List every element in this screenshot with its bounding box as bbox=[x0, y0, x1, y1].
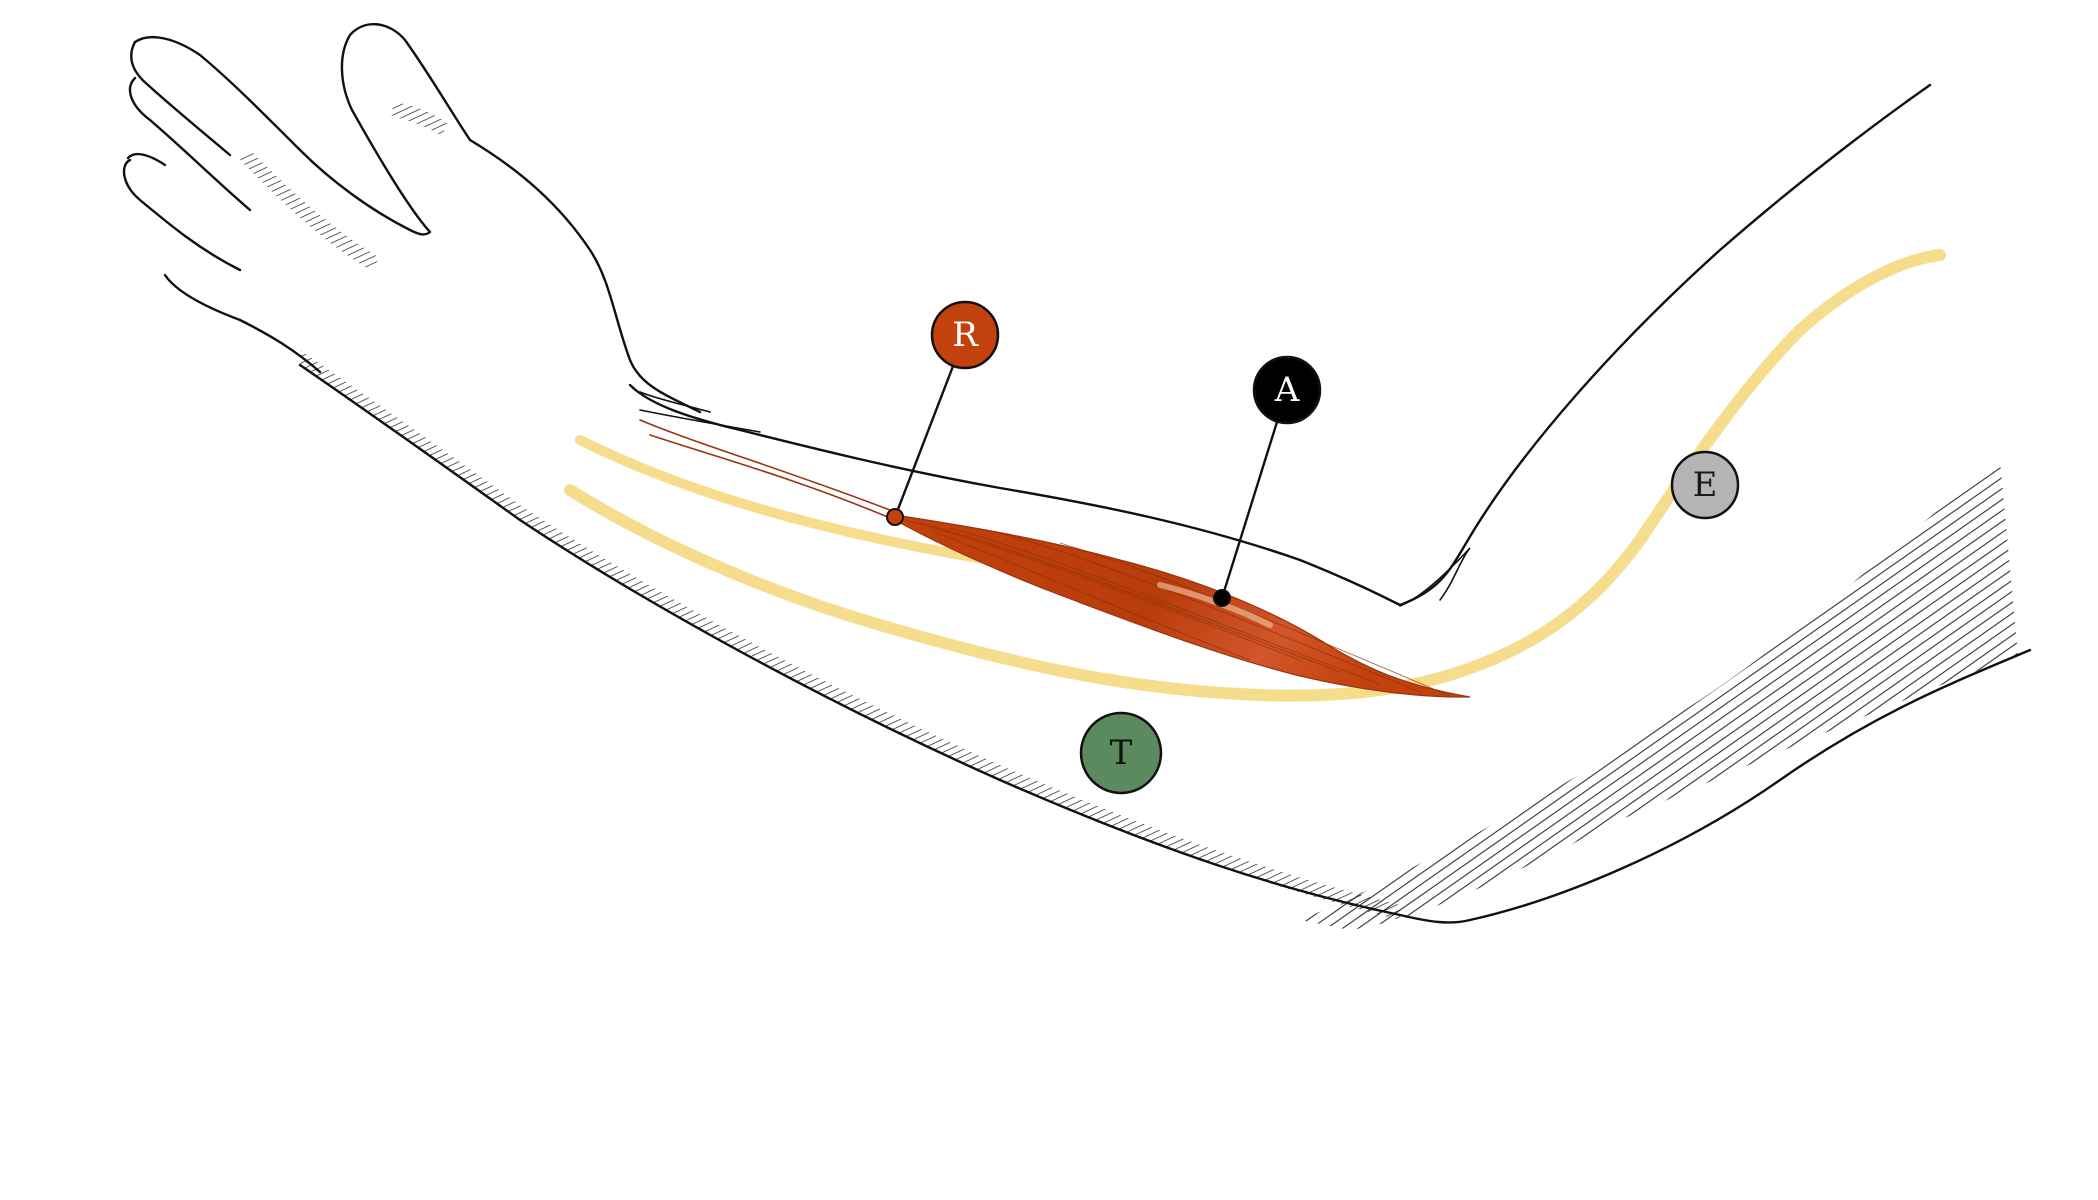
muscle-fibers bbox=[904, 519, 1451, 697]
hand-outline bbox=[133, 22, 702, 414]
label-R-circle bbox=[930, 300, 1000, 370]
label-T: T bbox=[1079, 711, 1163, 795]
upper-arm-inner-line bbox=[1399, 547, 1471, 607]
label-E: E bbox=[1670, 450, 1740, 520]
label-R-text: R bbox=[952, 315, 979, 355]
nerve-lower bbox=[564, 249, 1946, 702]
upper-arm-outline bbox=[1398, 83, 1932, 607]
wrist-lines bbox=[639, 391, 761, 433]
label-E-circle bbox=[1670, 450, 1740, 520]
upper-arm-bottom-outline bbox=[1468, 648, 2032, 922]
palm-shadow bbox=[240, 150, 380, 270]
label-A-circle bbox=[1252, 355, 1322, 425]
label-A-text: A bbox=[1274, 370, 1300, 410]
label-R: R bbox=[930, 300, 1000, 370]
upper-arm-shadow bbox=[1300, 460, 2018, 930]
label-T-circle bbox=[1079, 711, 1163, 795]
thumb-shadow bbox=[390, 102, 450, 135]
label-A: A bbox=[1252, 355, 1322, 425]
fingers-outline bbox=[122, 40, 322, 374]
pointer-dot-R bbox=[886, 508, 904, 526]
leader-line-A bbox=[1220, 389, 1289, 599]
muscle bbox=[894, 514, 1471, 698]
label-T-text: T bbox=[1110, 733, 1133, 773]
forearm-bottom-outline bbox=[298, 363, 1472, 924]
pointer-dot-A bbox=[1213, 589, 1231, 607]
label-E-text: E bbox=[1693, 465, 1718, 505]
tendon-lines bbox=[639, 419, 891, 519]
